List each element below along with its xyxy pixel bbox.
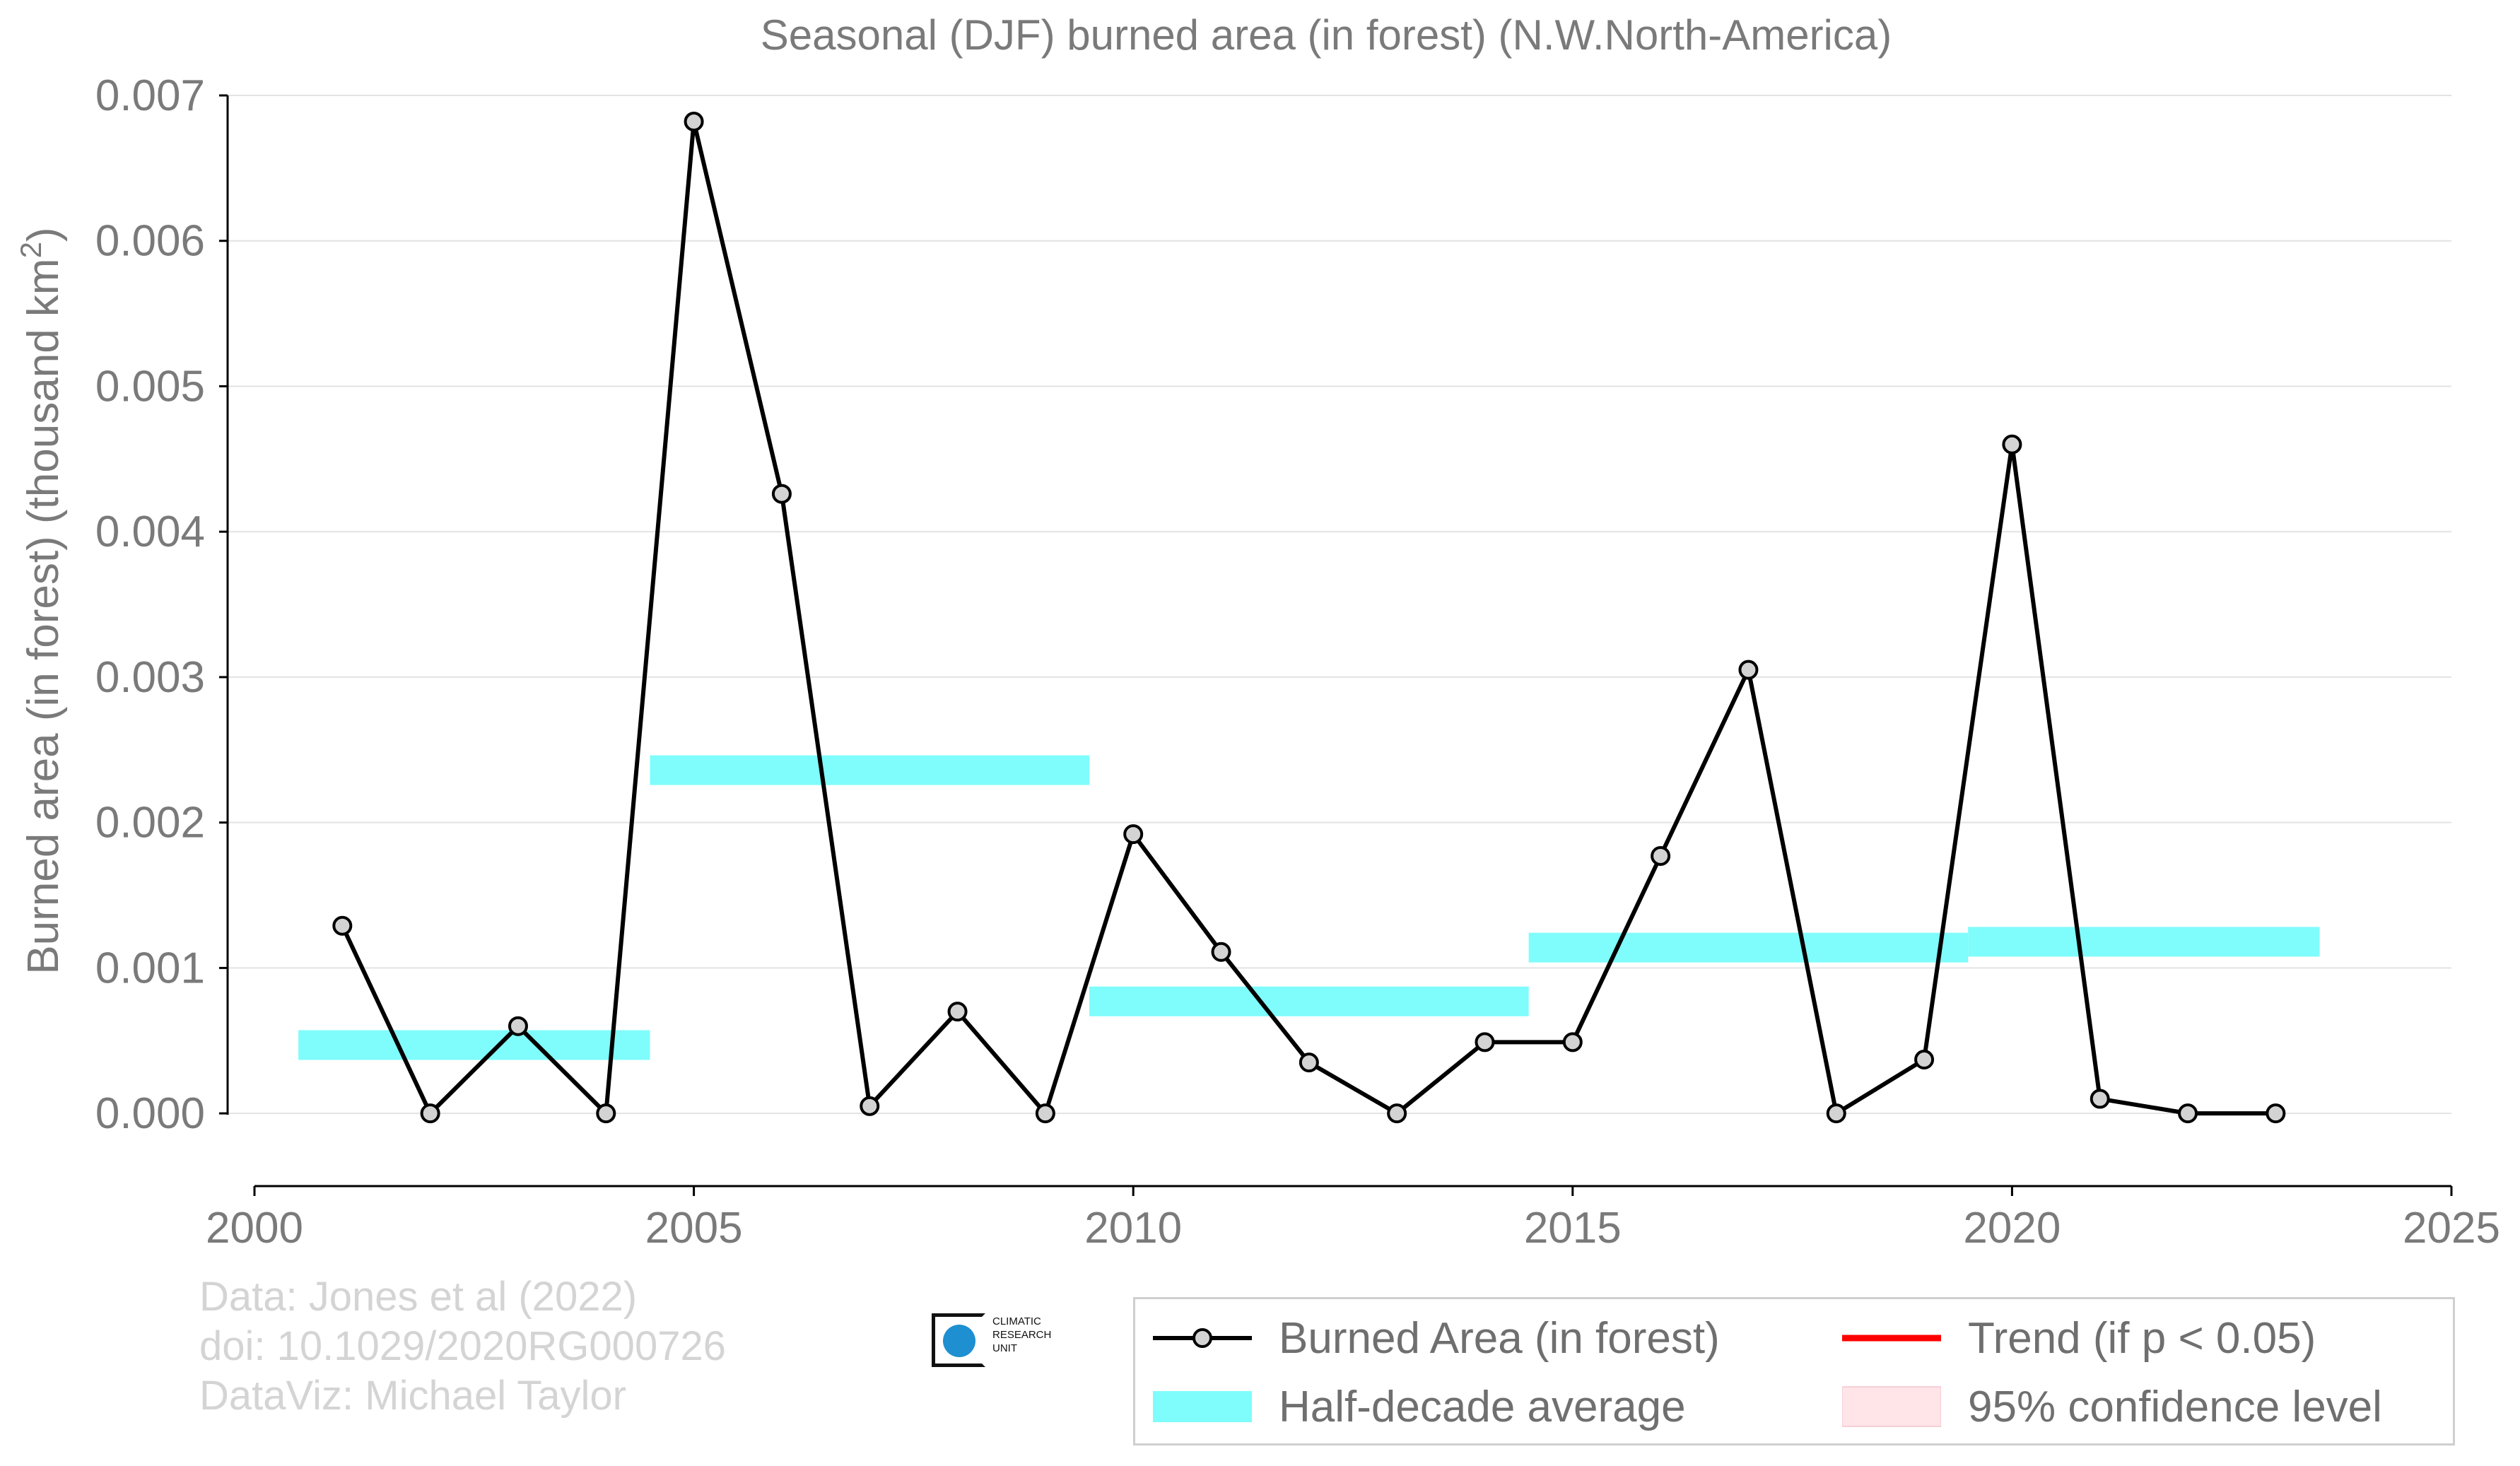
y-tick-label: 0.004 — [95, 508, 205, 556]
x-tick-label: 2005 — [645, 1204, 743, 1253]
half-decade-band — [298, 1030, 650, 1060]
tick-labels: 0.000 0.001 0.002 0.003 0.004 0.005 0.006 0.007… — [95, 71, 2500, 1253]
data-point — [947, 1002, 968, 1022]
data-point — [332, 915, 353, 936]
credit-data-source: Data: Jones et al (2022) — [199, 1274, 638, 1320]
data-point — [420, 1103, 440, 1124]
half-decade-band — [650, 755, 1090, 785]
burned-area-series — [332, 112, 2286, 1124]
half-decade-band — [1089, 986, 1529, 1016]
data-point — [2266, 1103, 2286, 1124]
data-point — [2002, 434, 2022, 455]
cru-logo: CLIMATIC RESEARCH UNIT — [932, 1310, 1073, 1374]
y-axis-label: Burned area (in forest) (thousand km2) — [14, 227, 68, 974]
credit-dataviz: DataViz: Michael Taylor — [199, 1373, 626, 1419]
legend-item-confidence: 95% confidence level — [1842, 1382, 2382, 1431]
half-decade-band — [1968, 927, 2320, 957]
data-point — [1123, 824, 1144, 845]
data-point — [1035, 1103, 1055, 1124]
data-point — [1738, 659, 1759, 680]
data-point — [1475, 1032, 1495, 1052]
y-tick-label: 0.002 — [95, 799, 205, 848]
y-tick-label: 0.006 — [95, 217, 205, 266]
half-decade-average-bands — [298, 755, 2320, 1060]
data-point — [508, 1016, 528, 1036]
chart-title: Seasonal (DJF) burned area (in forest) (… — [761, 11, 1892, 59]
data-point — [1387, 1103, 1407, 1124]
x-tick-label: 2015 — [1524, 1204, 1622, 1253]
legend-label: Burned Area (in forest) — [1279, 1313, 1720, 1363]
x-tick-label: 2010 — [1084, 1204, 1182, 1253]
grid-lines — [228, 95, 2451, 1115]
y-tick-label: 0.007 — [95, 71, 205, 120]
data-point — [1651, 845, 1671, 866]
x-tick-label: 2020 — [1963, 1204, 2061, 1253]
globe-icon — [943, 1325, 975, 1357]
data-point — [1299, 1052, 1319, 1073]
legend-label: 95% confidence level — [1968, 1382, 2382, 1431]
logo-text: CLIMATIC RESEARCH UNIT — [992, 1315, 1052, 1354]
credit-doi: doi: 10.1029/2020RG000726 — [199, 1323, 726, 1369]
data-point — [1211, 942, 1231, 962]
y-tick-label: 0.003 — [95, 653, 205, 702]
legend: Burned Area (in forest) Trend (if p < 0.… — [1133, 1297, 2455, 1446]
data-point — [1914, 1050, 1935, 1070]
y-tick-label: 0.001 — [95, 944, 205, 992]
data-credits: Data: Jones et al (2022) doi: 10.1029/20… — [199, 1272, 726, 1421]
data-point — [684, 112, 704, 132]
legend-key-line-marker — [1153, 1328, 1252, 1348]
data-point — [2090, 1089, 2110, 1109]
legend-item-half-decade: Half-decade average — [1153, 1382, 1686, 1431]
axes — [219, 94, 2453, 1196]
legend-key-fill — [1842, 1386, 1941, 1427]
data-point — [771, 483, 792, 504]
half-decade-band — [1528, 932, 1969, 963]
legend-key-band — [1153, 1391, 1252, 1422]
legend-label: Half-decade average — [1279, 1382, 1686, 1431]
legend-label: Trend (if p < 0.05) — [1968, 1313, 2316, 1363]
x-tick-label: 2000 — [206, 1204, 303, 1253]
data-point — [596, 1103, 616, 1124]
data-point — [1562, 1032, 1583, 1052]
y-tick-label: 0.005 — [95, 362, 205, 411]
data-point — [860, 1096, 880, 1116]
legend-key-line — [1842, 1335, 1941, 1342]
legend-item-trend: Trend (if p < 0.05) — [1842, 1313, 2316, 1363]
data-point — [1826, 1103, 1846, 1124]
series-line — [340, 119, 2276, 1116]
legend-item-burned-area: Burned Area (in forest) — [1153, 1313, 1720, 1363]
y-tick-label: 0.000 — [95, 1089, 205, 1138]
x-tick-label: 2025 — [2403, 1204, 2500, 1253]
data-point — [2178, 1103, 2198, 1124]
logo-bracket — [932, 1313, 985, 1367]
